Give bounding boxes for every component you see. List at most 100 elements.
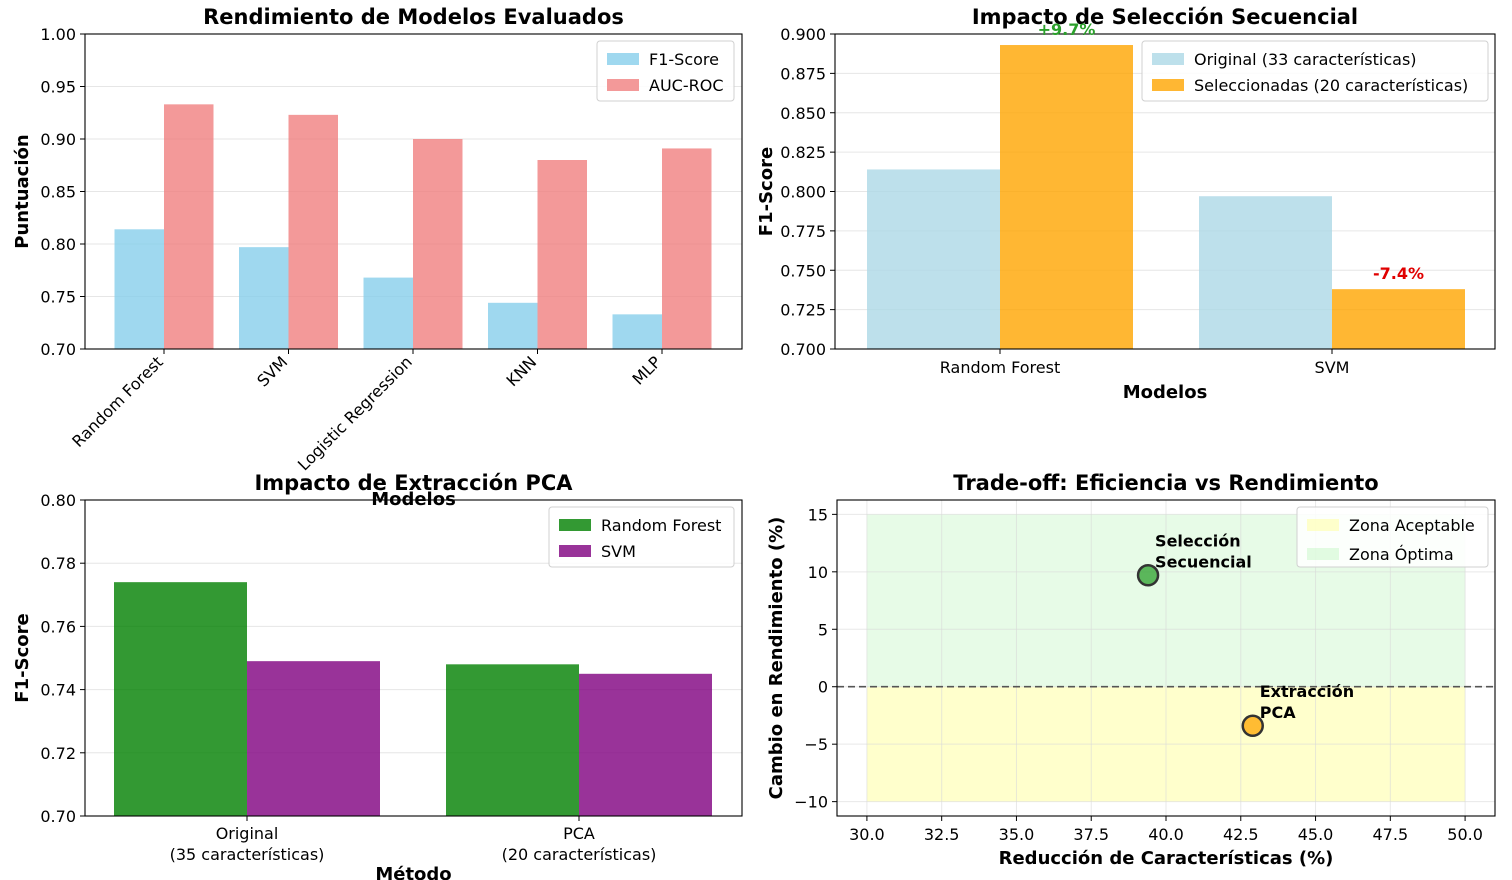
x-tick-label: 35.0 [999,825,1035,844]
bar-seleccionadas-20-caracter-sticas- [1332,289,1465,349]
point-label: Selección Secuencial [1155,531,1252,571]
legend-label: Seleccionadas (20 características) [1194,76,1468,95]
legend: Zona Aceptable Zona Óptima [1296,506,1489,568]
axes-frame [836,499,1496,817]
y-tick-label: 0.850 [780,104,826,123]
bar-original-33-caracter-sticas- [1199,196,1332,349]
x-tick-label: 30.0 [849,825,885,844]
bar-annotation: -7.4% [1373,264,1424,283]
x-tick-label: 32.5 [924,825,960,844]
legend-box [1141,40,1489,102]
chart-title: Trade-off: Eficiencia vs Rendimiento [953,471,1378,495]
x-tick-label: Random Forest [940,358,1060,377]
x-tick-label: 45.0 [1298,825,1334,844]
y-tick-label: 0.825 [780,143,826,162]
x-tick-label: SVM [253,352,291,390]
x-tick-label: Original (35 características) [170,824,325,864]
y-tick-label: −5 [804,735,828,754]
legend-label: F1-Score [649,50,719,69]
y-tick-label: 1.00 [40,25,76,44]
legend-box [548,506,735,568]
y-tick-label: 0.725 [780,301,826,320]
x-tick-label: 47.5 [1373,825,1409,844]
x-tick-label: 50.0 [1447,825,1483,844]
axes-frame [84,33,743,350]
y-tick-label: 0.75 [40,288,76,307]
bar-auc-roc [288,114,338,349]
x-tick-label: Logistic Regression [294,352,416,474]
bar-auc-roc [537,160,587,349]
y-tick-label: 0.80 [40,235,76,254]
y-tick-label: 0.750 [780,261,826,280]
chart-title: Rendimiento de Modelos Evaluados [203,5,624,29]
scatter-point [1241,714,1264,738]
bar-auc-roc [662,148,712,349]
bar-auc-roc [413,139,463,349]
x-tick-label: 37.5 [1073,825,1109,844]
y-tick-label: 0.85 [40,183,76,202]
y-tick-label: 10 [808,563,828,582]
y-tick-label: 0.70 [40,807,76,826]
x-axis-label: Modelos [1123,382,1208,403]
legend-swatch [1307,519,1339,531]
axes-frame [84,499,743,817]
x-tick-label: MLP [629,352,666,389]
legend: F1-Score AUC-ROC [596,40,735,102]
x-tick-label: KNN [503,352,541,390]
y-tick-label: −10 [794,793,828,812]
legend-label: AUC-ROC [649,76,723,95]
y-tick-label: 0.875 [780,64,826,83]
bar-svm [579,673,712,816]
legend: Random Forest SVM [548,506,735,568]
x-tick-label: Random Forest [68,352,167,451]
x-tick-label: PCA (20 características) [502,824,657,864]
y-tick-label: 0.90 [40,130,76,149]
bar-random-forest [446,664,579,816]
x-axis-label: Reducción de Características (%) [999,848,1334,869]
legend-swatch [559,545,591,557]
y-axis-label: Cambio en Rendimiento (%) [766,517,787,800]
bar-f1-score [488,302,538,349]
bar-auc-roc [164,104,214,349]
y-tick-label: 0.80 [40,491,76,510]
y-tick-label: 0.76 [40,617,76,636]
legend-label: Zona Óptima [1349,545,1454,564]
scatter-point [1136,564,1160,587]
y-tick-label: 0.800 [780,183,826,202]
legend-label: Original (33 características) [1194,50,1417,69]
y-tick-label: 0.78 [40,554,76,573]
y-tick-label: 0.72 [40,744,76,763]
y-tick-label: 0.74 [40,681,76,700]
legend-swatch [559,519,591,531]
legend-swatch [607,53,639,65]
legend-swatch [1152,53,1184,65]
y-tick-label: 15 [808,505,828,524]
chart-title: Impacto de Extracción PCA [254,471,573,495]
bar-random-forest [114,582,247,816]
legend-swatch [1152,79,1184,91]
bar-f1-score [114,229,164,349]
y-axis-label: F1-Score [756,147,777,236]
point-label: Extracción PCA [1260,682,1354,722]
y-axis-label: Puntuación [12,134,33,248]
y-axis-label: F1-Score [12,613,33,702]
legend-swatch [607,79,639,91]
bar-f1-score [239,247,289,349]
y-tick-label: 0.70 [40,340,76,359]
bar-seleccionadas-20-caracter-sticas- [1000,45,1133,350]
bar-svm [247,661,380,816]
bar-f1-score [612,314,662,349]
bar-original-33-caracter-sticas- [867,169,1000,349]
chart-title: Impacto de Selección Secuencial [972,5,1358,29]
y-tick-label: 0 [818,678,828,697]
legend-swatch [1307,548,1339,560]
bar-f1-score [363,277,413,349]
legend-box [1296,506,1489,568]
axes-frame [834,33,1496,350]
legend-label: Random Forest [601,516,721,535]
bar-annotation: +9.7% [1038,20,1096,39]
x-tick-label: 40.0 [1148,825,1184,844]
legend-label: Zona Aceptable [1349,516,1475,535]
legend-label: SVM [601,542,636,561]
